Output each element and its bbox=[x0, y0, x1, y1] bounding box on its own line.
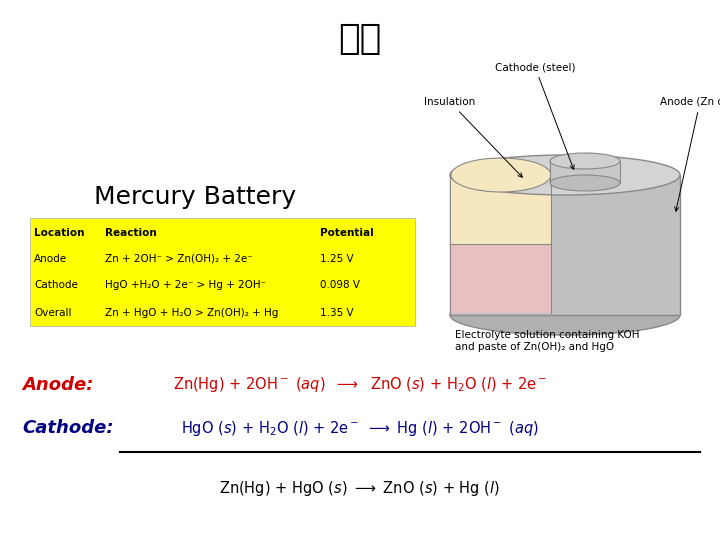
Ellipse shape bbox=[451, 158, 551, 192]
Text: Anode:: Anode: bbox=[22, 376, 94, 394]
Text: Reaction: Reaction bbox=[105, 228, 157, 238]
Text: Zn + 2OH⁻ > Zn(OH)₂ + 2e⁻: Zn + 2OH⁻ > Zn(OH)₂ + 2e⁻ bbox=[105, 253, 253, 264]
Bar bbox=[450, 175, 680, 315]
Text: Anode (Zn can): Anode (Zn can) bbox=[660, 97, 720, 211]
Text: HgO ($s$) + H$_2$O ($l$) + 2e$^-$ $\longrightarrow$ Hg ($l$) + 2OH$^-$ ($aq$): HgO ($s$) + H$_2$O ($l$) + 2e$^-$ $\long… bbox=[181, 418, 539, 437]
Text: Mercury Battery: Mercury Battery bbox=[94, 185, 296, 209]
Text: Zn + HgO + H₂O > Zn(OH)₂ + Hg: Zn + HgO + H₂O > Zn(OH)₂ + Hg bbox=[105, 307, 279, 318]
Bar bbox=[30, 218, 415, 326]
Text: 1.35 V: 1.35 V bbox=[320, 307, 354, 318]
Bar bbox=[451, 244, 551, 313]
Text: Potential: Potential bbox=[320, 228, 374, 238]
Text: 0.098 V: 0.098 V bbox=[320, 280, 360, 291]
Text: Location: Location bbox=[34, 228, 84, 238]
Text: Overall: Overall bbox=[34, 307, 71, 318]
Ellipse shape bbox=[550, 175, 620, 191]
Ellipse shape bbox=[450, 295, 680, 335]
Ellipse shape bbox=[550, 153, 620, 169]
Text: 1.25 V: 1.25 V bbox=[320, 253, 354, 264]
Text: Cathode: Cathode bbox=[34, 280, 78, 291]
Bar bbox=[451, 175, 551, 313]
Text: Anode: Anode bbox=[34, 253, 67, 264]
Bar bbox=[550, 161, 620, 183]
Text: 전지: 전지 bbox=[338, 22, 382, 56]
Text: Zn(Hg) + 2OH$^-$ ($aq$)  $\longrightarrow$  ZnO ($s$) + H$_2$O ($l$) + 2e$^-$: Zn(Hg) + 2OH$^-$ ($aq$) $\longrightarrow… bbox=[173, 375, 547, 395]
Ellipse shape bbox=[450, 155, 680, 195]
Text: Zn(Hg) + HgO ($s$) $\longrightarrow$ ZnO ($s$) + Hg ($l$): Zn(Hg) + HgO ($s$) $\longrightarrow$ ZnO… bbox=[220, 478, 500, 497]
Text: Electrolyte solution containing KOH
and paste of Zn(OH)₂ and HgO: Electrolyte solution containing KOH and … bbox=[455, 330, 639, 352]
Text: Cathode (steel): Cathode (steel) bbox=[495, 62, 575, 170]
Text: Insulation: Insulation bbox=[424, 97, 522, 177]
Text: Cathode:: Cathode: bbox=[22, 419, 114, 437]
Text: HgO +H₂O + 2e⁻ > Hg + 2OH⁻: HgO +H₂O + 2e⁻ > Hg + 2OH⁻ bbox=[105, 280, 266, 291]
